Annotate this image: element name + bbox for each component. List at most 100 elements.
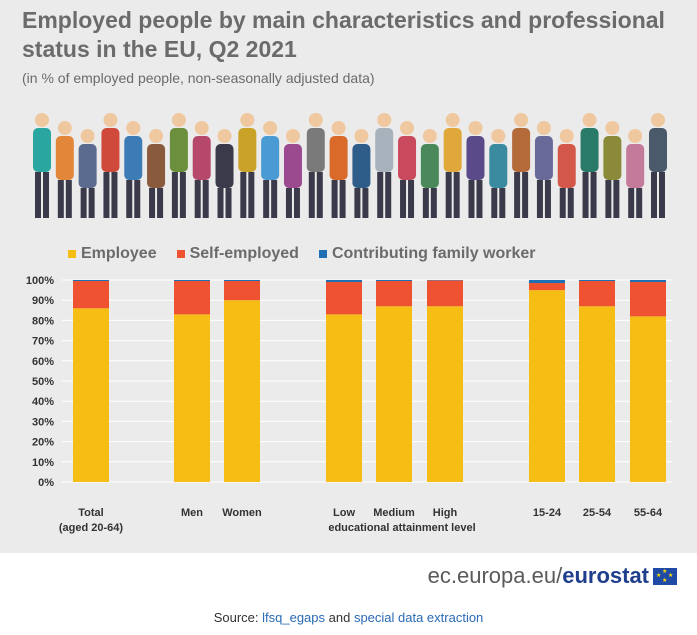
bar-segment-self-employed [73, 281, 109, 309]
bar-segment-self-employed [376, 281, 412, 307]
eurostat-logo[interactable]: ec.europa.eu/eurostat ★ ★ ★ ★ [428, 563, 677, 589]
legend-item-family-worker: Contributing family worker [318, 245, 536, 263]
legend-swatch-self-employed [176, 250, 185, 258]
x-tick-label: Women [222, 507, 262, 519]
person-figure [375, 113, 394, 218]
bar-segment-contributing-family-worker [326, 280, 362, 283]
person-figure [55, 121, 74, 218]
chart-panel: Employed people by main characteristics … [0, 0, 697, 553]
bar-segment-employee [174, 314, 210, 482]
y-tick-label: 80% [32, 315, 54, 327]
person-figure [466, 121, 485, 218]
source-prefix: Source: [213, 610, 263, 625]
person-figure [124, 121, 143, 218]
person-figure [33, 113, 51, 218]
bar-segment-self-employed [427, 280, 463, 307]
y-tick-label: 50% [32, 376, 54, 388]
x-tick-label: Men [181, 507, 203, 519]
stacked-bar-chart: 0% 10% 20% 30% 40% 50% 60% 70% 80% 90% 100% Total (a… [26, 275, 672, 534]
bar-segment-self-employed [326, 282, 362, 315]
bar-segment-self-employed [579, 281, 615, 307]
person-figure [398, 121, 417, 218]
person-figure [283, 129, 302, 218]
bar-segment-self-employed [529, 283, 565, 291]
bar-segment-employee [630, 316, 666, 482]
y-tick-label: 40% [32, 396, 54, 408]
y-tick-label: 60% [32, 356, 54, 368]
x-tick-label: Low [333, 507, 355, 519]
y-tick-label: 70% [32, 336, 54, 348]
bar-segment-employee [427, 306, 463, 482]
bar-segment-self-employed [224, 281, 260, 301]
person-figure [261, 121, 280, 218]
bar-segment-contributing-family-worker [224, 280, 260, 282]
y-tick-label: 10% [32, 457, 54, 469]
person-figure [329, 121, 348, 218]
person-figure [557, 129, 576, 218]
person-figure [512, 113, 531, 218]
person-figure [649, 113, 667, 218]
y-tick-label: 90% [32, 295, 54, 307]
chart-subtitle: (in % of employed people, non-seasonally… [22, 70, 375, 86]
person-figure [215, 129, 234, 218]
people-illustration [33, 113, 667, 218]
bar-segment-contributing-family-worker [376, 280, 412, 282]
person-figure [147, 129, 166, 218]
y-tick-label: 20% [32, 437, 54, 449]
bar-segment-employee [224, 300, 260, 482]
x-group-label: educational attainment level [328, 522, 475, 534]
person-figure [489, 129, 508, 218]
legend-item-employee: Employee [68, 245, 157, 263]
person-figure [101, 113, 120, 218]
x-tick-label: High [433, 507, 458, 519]
source-link-lfsq[interactable]: lfsq_egaps [262, 610, 326, 625]
bar-segment-employee [579, 306, 615, 482]
bar-segment-contributing-family-worker [73, 280, 109, 282]
x-tick-label: 55-64 [634, 507, 663, 519]
y-tick-label: 100% [26, 275, 54, 287]
y-tick-label: 0% [38, 477, 54, 489]
person-figure [192, 121, 211, 218]
brand-domain: ec.europa.eu/ [427, 563, 563, 588]
bar-segment-contributing-family-worker [630, 280, 666, 283]
legend-label-self-employed: Self-employed [189, 245, 299, 262]
person-figure [169, 113, 188, 218]
source-link-special[interactable]: special data extraction [353, 610, 484, 625]
x-tick-label: (aged 20-64) [59, 522, 124, 534]
bar-segment-employee [376, 306, 412, 482]
source-line: Source: lfsq_egaps and special data extr… [0, 610, 697, 625]
legend-label-employee: Employee [81, 245, 157, 262]
y-tick-label: 30% [32, 416, 54, 428]
bar-segment-contributing-family-worker [579, 280, 615, 282]
bar-segment-employee [326, 314, 362, 482]
person-figure [603, 121, 622, 218]
bar-segment-employee [529, 290, 565, 482]
x-tick-label: Medium [373, 507, 415, 519]
person-figure [306, 113, 325, 218]
legend-label-family-worker: Contributing family worker [331, 245, 536, 262]
legend-item-self-employed: Self-employed [176, 245, 299, 263]
person-figure [443, 113, 462, 218]
legend-swatch-family-worker [318, 250, 327, 258]
person-figure [420, 129, 439, 218]
bar-segment-contributing-family-worker [174, 280, 210, 282]
eu-flag-icon: ★ ★ ★ ★ [653, 567, 677, 585]
person-figure [78, 129, 97, 218]
person-figure [534, 121, 553, 218]
chart-title: Employed people by main characteristics … [22, 7, 665, 62]
x-tick-label: Total [78, 507, 103, 519]
source-mid: and [325, 610, 354, 625]
bar-segment-contributing-family-worker [529, 280, 565, 284]
person-figure [580, 113, 599, 218]
x-tick-label: 15-24 [533, 507, 562, 519]
legend: Employee Self-employed Contributing fami… [68, 243, 536, 265]
legend-swatch-employee [68, 250, 76, 258]
bar-segment-self-employed [174, 281, 210, 315]
x-tick-label: 25-54 [583, 507, 612, 519]
person-figure [626, 129, 645, 218]
person-figure [352, 129, 371, 218]
person-figure [238, 113, 257, 218]
bar-segment-self-employed [630, 282, 666, 317]
bar-segment-employee [73, 308, 109, 482]
brand-name: eurostat [562, 563, 649, 588]
